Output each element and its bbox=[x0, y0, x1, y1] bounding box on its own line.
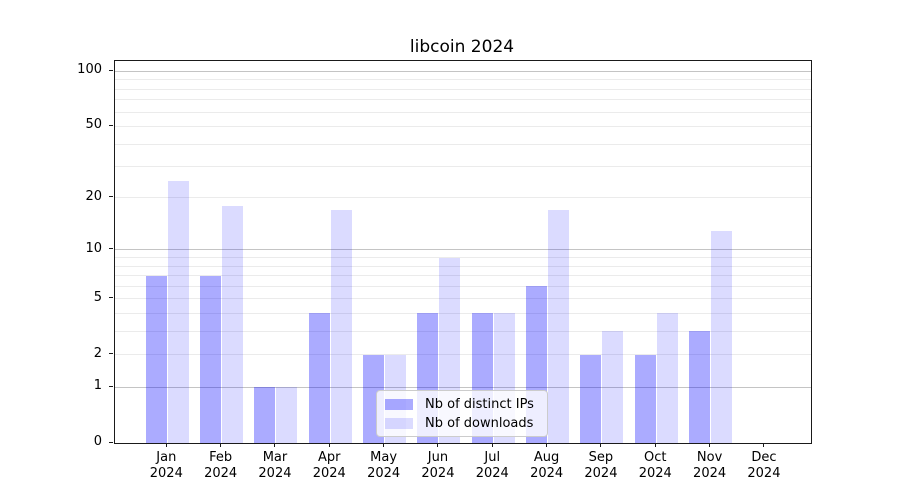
gridline-minor bbox=[115, 354, 811, 356]
gridline-minor bbox=[115, 298, 811, 300]
gridline-minor bbox=[115, 265, 811, 267]
x-tickmark bbox=[165, 443, 167, 447]
x-tickmark bbox=[763, 443, 765, 447]
bar-downloads-oct bbox=[656, 313, 678, 443]
x-tickmark bbox=[383, 443, 385, 447]
gridline-major bbox=[115, 386, 811, 388]
bar-distinct-ips-apr bbox=[308, 313, 330, 443]
x-tickmark bbox=[600, 443, 602, 447]
x-tickmark bbox=[220, 443, 222, 447]
x-tick-label: Jan 2024 bbox=[134, 450, 198, 482]
x-tick-label: May 2024 bbox=[352, 450, 416, 482]
bar-distinct-ips-jan bbox=[145, 275, 167, 443]
y-tick-label: 20 bbox=[85, 188, 102, 204]
x-tick-year: 2024 bbox=[584, 466, 618, 481]
bar-distinct-ips-sep bbox=[580, 354, 602, 443]
x-tickmark bbox=[328, 443, 330, 447]
x-tick-label: Oct 2024 bbox=[623, 450, 687, 482]
x-tickmark bbox=[709, 443, 711, 447]
legend-swatch-distinct-ips bbox=[385, 398, 413, 410]
x-tick-label: Aug 2024 bbox=[515, 450, 579, 482]
y-tickmark bbox=[109, 69, 113, 71]
bar-downloads-sep bbox=[602, 331, 624, 443]
chart-title: libcoin 2024 bbox=[409, 37, 515, 57]
y-tickmark bbox=[109, 353, 113, 355]
x-tick-year: 2024 bbox=[475, 466, 509, 481]
y-tick-label: 10 bbox=[85, 240, 102, 256]
x-tick-label: Mar 2024 bbox=[243, 450, 307, 482]
x-tick-label: Apr 2024 bbox=[297, 450, 361, 482]
gridline-minor bbox=[115, 275, 811, 277]
y-tickmark bbox=[109, 297, 113, 299]
legend-label-downloads: Nb of downloads bbox=[425, 415, 534, 431]
x-tickmark bbox=[654, 443, 656, 447]
x-tick-label: Sep 2024 bbox=[569, 450, 633, 482]
bar-downloads-apr bbox=[330, 210, 352, 443]
x-tickmark bbox=[491, 443, 493, 447]
legend-item-downloads: Nb of downloads bbox=[385, 416, 539, 431]
legend-swatch-downloads bbox=[385, 417, 413, 429]
x-tick-label: Dec 2024 bbox=[732, 450, 796, 482]
gridline-minor bbox=[115, 285, 811, 287]
x-tick-year: 2024 bbox=[747, 466, 781, 481]
gridline-minor bbox=[115, 197, 811, 199]
y-tick-label: 100 bbox=[77, 62, 102, 78]
bar-distinct-ips-feb bbox=[200, 275, 222, 443]
y-tick-label: 0 bbox=[93, 434, 102, 449]
y-tick-label: 5 bbox=[93, 289, 102, 305]
gridline-minor bbox=[115, 166, 811, 168]
y-tickmark bbox=[109, 248, 113, 250]
gridline-minor bbox=[115, 88, 811, 90]
gridline-minor bbox=[115, 257, 811, 259]
bar-distinct-ips-oct bbox=[634, 354, 656, 443]
x-tick-label: Feb 2024 bbox=[189, 450, 253, 482]
gridline-minor bbox=[115, 125, 811, 127]
y-tick-label: 2 bbox=[93, 345, 102, 361]
gridline-major bbox=[115, 70, 811, 72]
plot-area bbox=[114, 60, 812, 444]
bar-distinct-ips-mar bbox=[254, 387, 276, 443]
x-tick-year: 2024 bbox=[312, 466, 346, 481]
gridline-major bbox=[115, 249, 811, 251]
y-tickmark bbox=[109, 196, 113, 198]
legend-item-distinct-ips: Nb of distinct IPs bbox=[385, 397, 539, 412]
legend-label-distinct-ips: Nb of distinct IPs bbox=[425, 396, 534, 412]
x-tick-year: 2024 bbox=[693, 466, 727, 481]
gridline-minor bbox=[115, 330, 811, 332]
bar-downloads-jan bbox=[167, 180, 189, 443]
y-tickmark bbox=[109, 385, 113, 387]
x-tick-year: 2024 bbox=[421, 466, 455, 481]
x-tick-year: 2024 bbox=[258, 466, 292, 481]
y-tick-label: 1 bbox=[93, 378, 102, 394]
y-tickmark bbox=[109, 124, 113, 126]
x-tickmark bbox=[274, 443, 276, 447]
x-tick-label: Jul 2024 bbox=[460, 450, 524, 482]
bar-downloads-aug bbox=[548, 210, 570, 443]
x-tick-year: 2024 bbox=[367, 466, 401, 481]
y-tick-label: 50 bbox=[85, 117, 102, 133]
gridline-minor bbox=[115, 79, 811, 81]
x-tick-year: 2024 bbox=[638, 466, 672, 481]
x-tick-year: 2024 bbox=[204, 466, 238, 481]
bar-downloads-feb bbox=[222, 205, 244, 443]
bar-downloads-nov bbox=[711, 230, 733, 443]
legend: Nb of distinct IPs Nb of downloads bbox=[376, 390, 548, 437]
x-tick-year: 2024 bbox=[530, 466, 564, 481]
x-tick-label: Jun 2024 bbox=[406, 450, 470, 482]
gridline-minor bbox=[115, 312, 811, 314]
x-tickmark bbox=[546, 443, 548, 447]
y-tickmark bbox=[109, 441, 113, 443]
x-tick-label: Nov 2024 bbox=[678, 450, 742, 482]
gridline-minor bbox=[115, 99, 811, 101]
x-tick-year: 2024 bbox=[149, 466, 183, 481]
gridline-minor bbox=[115, 143, 811, 145]
x-tickmark bbox=[437, 443, 439, 447]
bar-downloads-mar bbox=[276, 387, 298, 443]
gridline-minor bbox=[115, 111, 811, 113]
bar-distinct-ips-nov bbox=[689, 331, 711, 443]
